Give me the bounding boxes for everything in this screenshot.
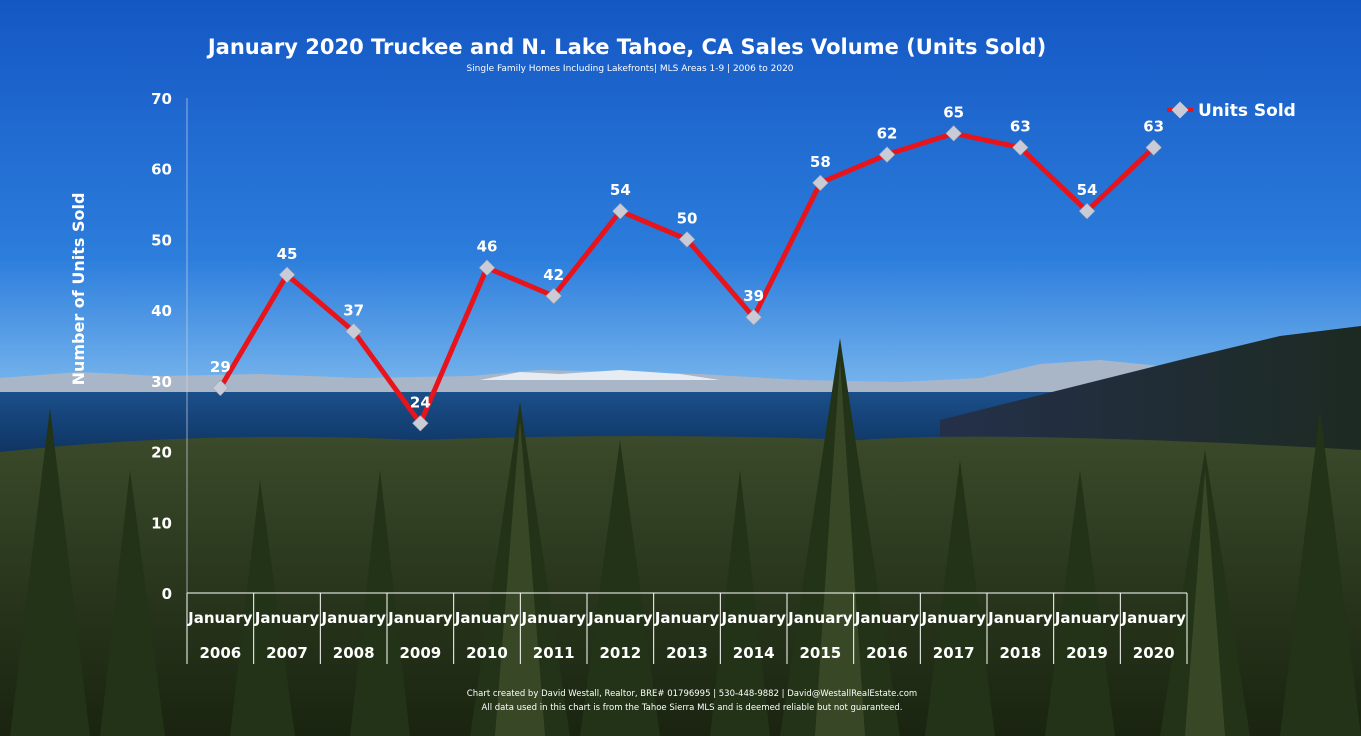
data-point-marker — [1078, 203, 1096, 220]
x-tick-month: January — [1054, 609, 1120, 627]
data-point-marker — [1012, 139, 1029, 156]
data-label: 65 — [943, 103, 964, 121]
x-tick-month: January — [520, 609, 586, 627]
x-tick-month: January — [987, 609, 1053, 627]
y-tick-label: 60 — [151, 161, 172, 179]
x-axis-table: January 2006 January 2007 January 2008 January… — [186, 592, 1188, 664]
legend-label: Units Sold — [1198, 101, 1296, 121]
x-tick-year: 2010 — [466, 644, 508, 662]
x-tick-year: 2016 — [866, 644, 908, 662]
data-label: 63 — [1010, 118, 1031, 136]
x-tick-month: January — [720, 609, 786, 627]
data-point-marker — [412, 415, 429, 432]
x-tick-month: January — [454, 609, 520, 627]
x-tick-year: 2007 — [266, 644, 308, 662]
data-point-marker — [478, 259, 496, 276]
data-point-marker — [345, 323, 362, 340]
data-point-marker — [878, 146, 896, 163]
footer-credit: Chart created by David Westall, Realtor,… — [467, 689, 917, 699]
x-tick-year: 2006 — [199, 644, 241, 662]
data-label: 46 — [477, 238, 498, 256]
y-tick-label: 40 — [151, 302, 172, 320]
data-label: 54 — [1077, 181, 1098, 199]
y-tick-label: 50 — [151, 231, 172, 249]
x-tick-year: 2011 — [533, 644, 575, 662]
chart-title: January 2020 Truckee and N. Lake Tahoe, … — [206, 35, 1046, 59]
data-point-marker — [945, 125, 962, 142]
x-tick-year: 2019 — [1066, 644, 1108, 662]
x-tick-month: January — [387, 609, 453, 627]
x-tick-year: 2018 — [999, 644, 1041, 662]
data-point-marker — [1145, 139, 1162, 156]
legend: Units Sold — [1167, 101, 1296, 121]
data-point-marker — [612, 203, 629, 220]
x-tick-month: January — [187, 609, 253, 627]
data-label: 39 — [743, 287, 764, 305]
x-tick-year: 2013 — [666, 644, 708, 662]
y-tick-label: 30 — [151, 373, 172, 391]
x-tick-month: January — [320, 609, 386, 627]
footer-disclaimer: All data used in this chart is from the … — [482, 703, 903, 713]
y-axis-label: Number of Units Sold — [69, 193, 88, 386]
x-tick-month: January — [587, 609, 653, 627]
y-tick-label: 70 — [151, 90, 172, 108]
x-tick-month: January — [854, 609, 920, 627]
data-label: 29 — [210, 358, 231, 376]
x-tick-year: 2020 — [1133, 644, 1175, 662]
x-tick-year: 2015 — [799, 644, 841, 662]
data-label: 58 — [810, 153, 831, 171]
data-label: 62 — [877, 125, 898, 143]
data-label: 37 — [343, 301, 364, 319]
data-label: 63 — [1143, 118, 1164, 136]
y-tick-label: 20 — [151, 444, 172, 462]
x-tick-year: 2008 — [333, 644, 375, 662]
data-label: 54 — [610, 181, 631, 199]
data-label: 42 — [543, 266, 564, 284]
x-tick-year: 2014 — [733, 644, 775, 662]
data-label: 45 — [277, 245, 298, 263]
data-label: 24 — [410, 393, 431, 411]
x-tick-month: January — [1120, 609, 1186, 627]
data-point-marker — [212, 379, 229, 397]
data-label: 50 — [677, 209, 698, 227]
y-tick-label: 0 — [162, 585, 172, 603]
x-tick-month: January — [654, 609, 720, 627]
data-point-marker — [745, 309, 762, 326]
y-axis-ticks: 0 10 20 30 40 50 60 70 — [151, 90, 172, 603]
x-tick-year: 2009 — [399, 644, 441, 662]
x-tick-month: January — [254, 609, 320, 627]
data-point-marker — [678, 231, 696, 248]
x-tick-month: January — [787, 609, 853, 627]
x-tick-year: 2012 — [599, 644, 641, 662]
x-tick-year: 2017 — [933, 644, 975, 662]
data-point-marker — [278, 266, 296, 283]
series-markers — [212, 125, 1162, 432]
data-point-marker — [812, 174, 829, 191]
y-tick-label: 10 — [151, 514, 172, 532]
data-labels: 29 45 37 24 46 42 54 50 39 58 62 65 63 54 63 — [210, 103, 1164, 411]
data-point-marker — [545, 287, 562, 305]
x-tick-month: January — [920, 609, 986, 627]
chart-subtitle: Single Family Homes Including Lakefronts… — [466, 64, 793, 74]
